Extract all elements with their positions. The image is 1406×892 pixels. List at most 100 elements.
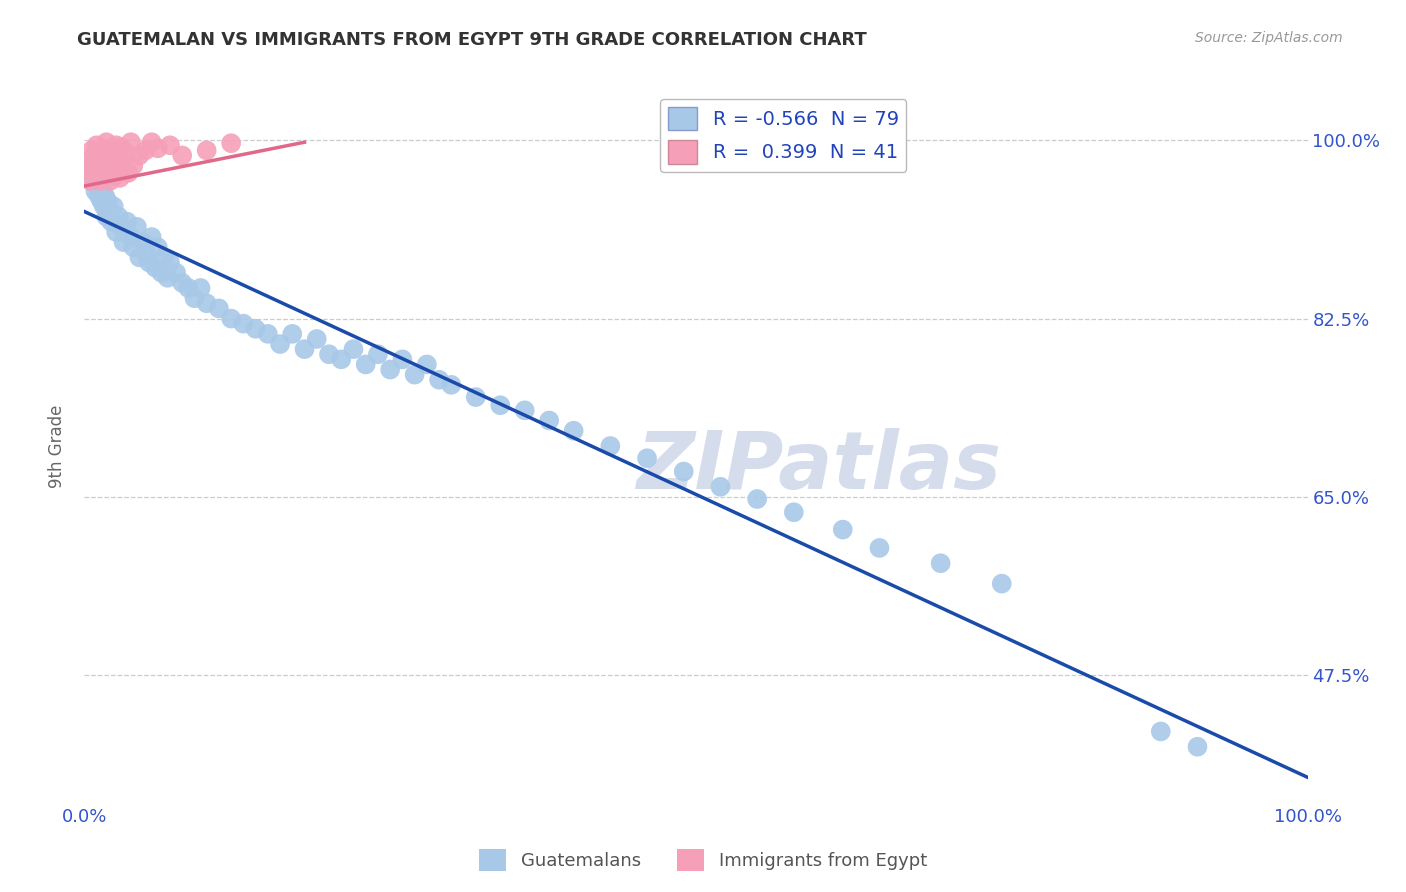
Point — [108, 170, 131, 185]
Text: GUATEMALAN VS IMMIGRANTS FROM EGYPT 9TH GRADE CORRELATION CHART: GUATEMALAN VS IMMIGRANTS FROM EGYPT 9TH … — [77, 31, 868, 49]
Point — [342, 342, 364, 356]
Point — [98, 174, 121, 188]
Point — [183, 291, 205, 305]
Point — [709, 480, 731, 494]
Text: ZIPatlas: ZIPatlas — [636, 428, 1001, 507]
Point — [97, 163, 120, 178]
Point — [929, 556, 952, 570]
Point — [427, 373, 450, 387]
Point — [82, 159, 104, 173]
Point — [318, 347, 340, 361]
Point — [146, 240, 169, 254]
Point — [1187, 739, 1209, 754]
Point — [79, 174, 101, 188]
Point — [105, 161, 128, 176]
Point — [90, 194, 112, 209]
Point — [83, 159, 105, 173]
Point — [330, 352, 353, 367]
Point — [135, 144, 157, 158]
Point — [219, 136, 242, 151]
Point — [440, 377, 463, 392]
Point — [159, 255, 181, 269]
Point — [120, 230, 142, 244]
Point — [219, 311, 242, 326]
Point — [115, 215, 138, 229]
Point — [513, 403, 536, 417]
Point — [86, 169, 108, 183]
Point — [599, 439, 621, 453]
Point — [87, 163, 110, 178]
Point — [100, 141, 122, 155]
Point — [245, 322, 267, 336]
Point — [91, 184, 114, 198]
Point — [354, 358, 377, 372]
Point — [115, 145, 138, 160]
Point — [90, 144, 112, 158]
Point — [391, 352, 413, 367]
Point — [82, 174, 104, 188]
Point — [125, 219, 148, 234]
Point — [135, 245, 157, 260]
Point — [153, 251, 176, 265]
Point — [97, 153, 120, 168]
Point — [83, 148, 105, 162]
Point — [195, 144, 218, 158]
Point — [93, 148, 115, 162]
Point — [177, 281, 200, 295]
Point — [93, 199, 115, 213]
Point — [89, 174, 111, 188]
Point — [107, 151, 129, 165]
Point — [77, 163, 100, 178]
Point — [190, 281, 212, 295]
Point — [269, 337, 291, 351]
Point — [132, 235, 155, 249]
Point — [128, 251, 150, 265]
Point — [112, 155, 135, 169]
Point — [380, 362, 402, 376]
Point — [122, 240, 145, 254]
Point — [87, 179, 110, 194]
Point — [672, 465, 695, 479]
Point — [110, 140, 132, 154]
Point — [96, 210, 118, 224]
Point — [101, 159, 124, 173]
Point — [141, 230, 163, 244]
Point — [128, 148, 150, 162]
Point — [562, 424, 585, 438]
Legend: R = -0.566  N = 79, R =  0.399  N = 41: R = -0.566 N = 79, R = 0.399 N = 41 — [659, 99, 907, 171]
Point — [105, 225, 128, 239]
Point — [489, 398, 512, 412]
Point — [831, 523, 853, 537]
Point — [159, 138, 181, 153]
Point — [86, 138, 108, 153]
Point — [305, 332, 328, 346]
Point — [122, 159, 145, 173]
Point — [107, 210, 129, 224]
Point — [208, 301, 231, 316]
Point — [143, 260, 166, 275]
Point — [165, 266, 187, 280]
Point — [747, 491, 769, 506]
Y-axis label: 9th Grade: 9th Grade — [48, 404, 66, 488]
Point — [1150, 724, 1173, 739]
Point — [991, 576, 1014, 591]
Point — [103, 199, 125, 213]
Point — [232, 317, 254, 331]
Point — [117, 166, 139, 180]
Point — [464, 390, 486, 404]
Point — [100, 215, 122, 229]
Point — [87, 153, 110, 168]
Point — [105, 138, 128, 153]
Point — [84, 169, 107, 183]
Point — [156, 270, 179, 285]
Point — [103, 148, 125, 162]
Point — [87, 189, 110, 203]
Point — [77, 153, 100, 168]
Point — [112, 235, 135, 249]
Point — [79, 163, 101, 178]
Point — [110, 219, 132, 234]
Point — [150, 266, 173, 280]
Point — [281, 326, 304, 341]
Text: Source: ZipAtlas.com: Source: ZipAtlas.com — [1195, 31, 1343, 45]
Point — [172, 276, 194, 290]
